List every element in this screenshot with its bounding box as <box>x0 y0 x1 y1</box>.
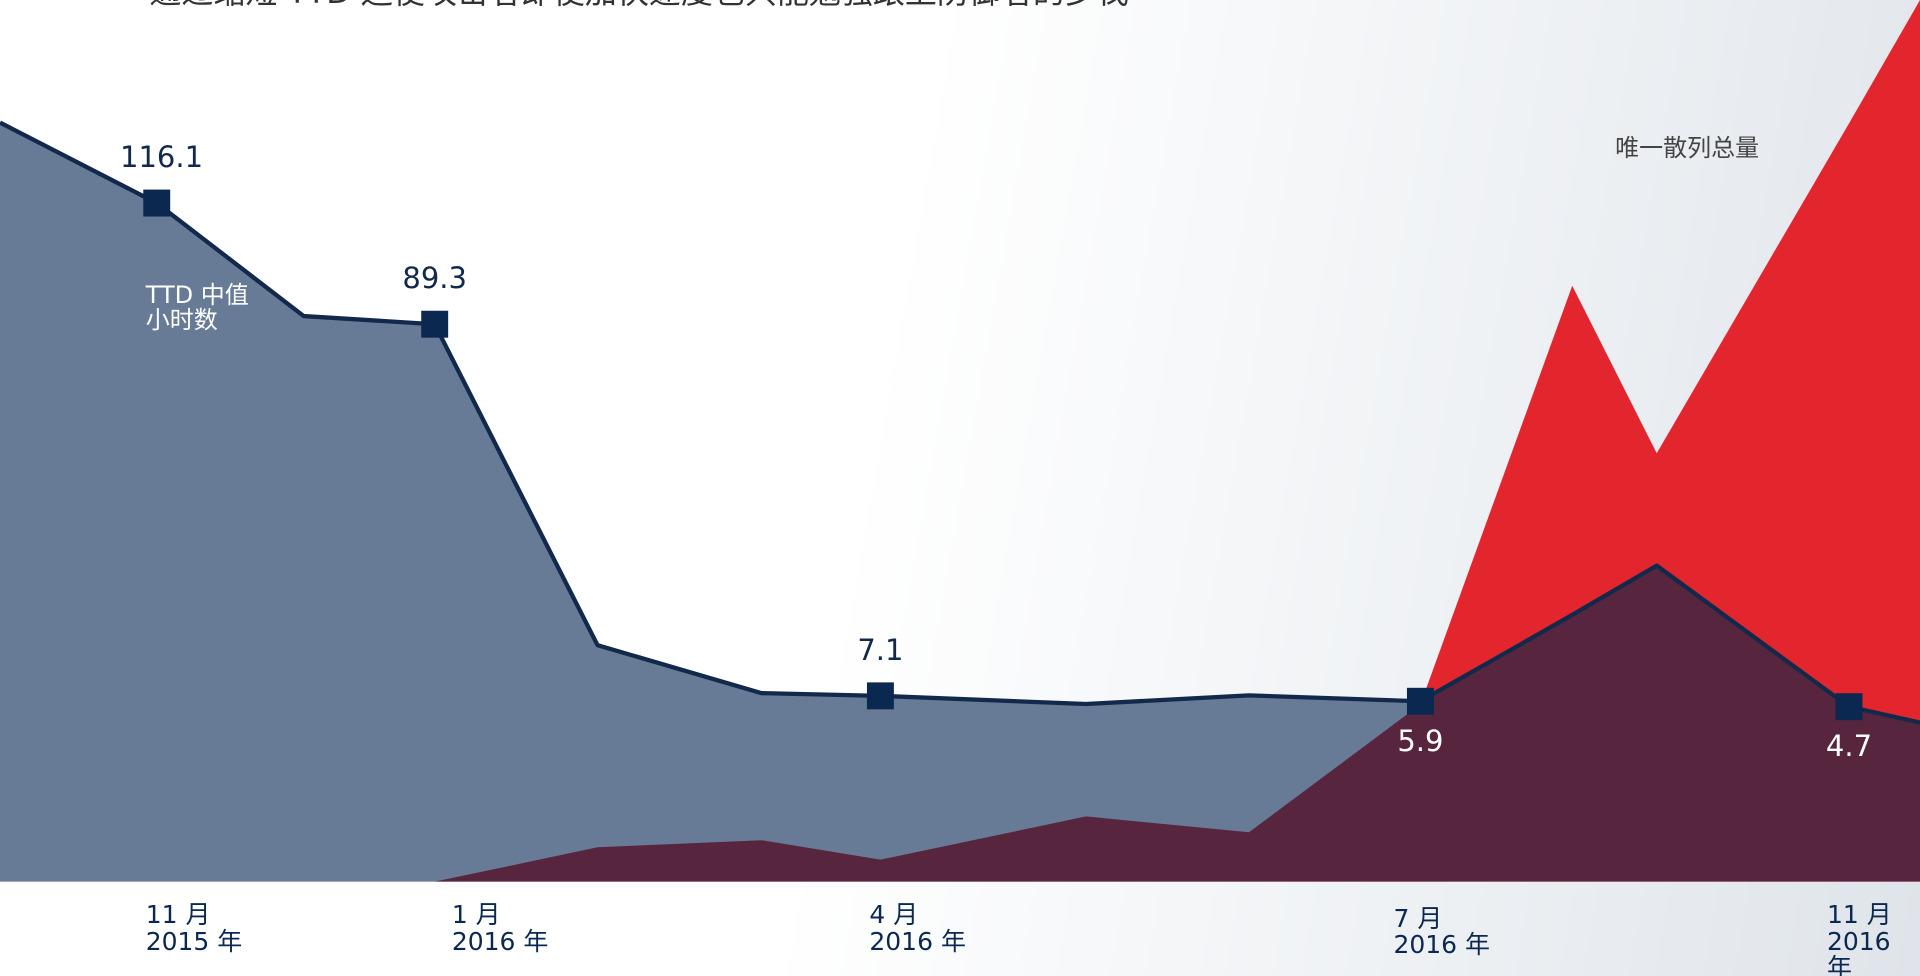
ttd-line <box>0 120 1920 725</box>
legend-label: 唯一散列总量 <box>1615 133 1760 162</box>
marker <box>421 310 449 338</box>
x-tick-label: 1 月 2016 年 <box>451 900 549 956</box>
x-tick-label: 11 月 2016 年 <box>1826 900 1892 976</box>
value-label: 116.1 <box>120 139 204 174</box>
x-tick-label: 11 月 2015 年 <box>145 900 243 956</box>
value-label: 7.1 <box>857 632 904 667</box>
x-tick-label: 7 月 2016 年 <box>1393 904 1491 960</box>
value-label: 5.9 <box>1397 723 1444 758</box>
red-area <box>0 0 1920 882</box>
marker <box>143 189 171 217</box>
x-tick-label: 4 月 2016 年 <box>869 900 966 956</box>
marker <box>1835 693 1863 721</box>
legend-label: TTD 中值 小时数 <box>145 280 249 335</box>
value-label: 89.3 <box>402 260 467 295</box>
value-label: 4.7 <box>1825 729 1873 764</box>
marker <box>1406 687 1434 715</box>
chart-title: 通过缩短 TTD 迫使攻击者即使加快速度也只能勉强跟上防御者的步伐 <box>149 0 1129 9</box>
marker <box>866 682 894 710</box>
